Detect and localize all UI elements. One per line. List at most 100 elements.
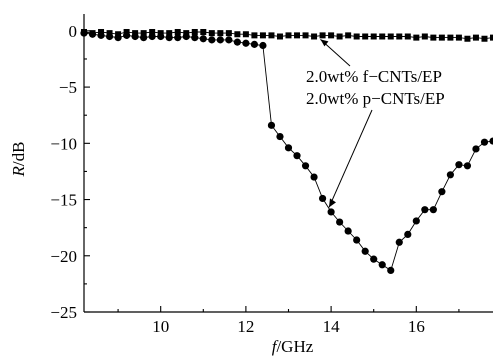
- data-point-circle: [259, 41, 267, 50]
- y-axis-variable: R: [9, 165, 28, 177]
- legend-arrowhead: [328, 198, 336, 208]
- x-tick-label: 12: [237, 317, 254, 336]
- data-point-circle: [105, 32, 114, 41]
- data-point-circle: [421, 206, 429, 214]
- data-point-square: [345, 32, 352, 39]
- data-point-square: [225, 30, 232, 37]
- y-tick-label: −5: [59, 78, 77, 97]
- data-point-square: [379, 33, 386, 40]
- y-tick-label: −15: [50, 191, 77, 210]
- data-point-circle: [378, 261, 386, 269]
- legend-arrowhead: [320, 39, 329, 47]
- data-point-circle: [191, 34, 199, 42]
- data-point-circle: [293, 152, 301, 160]
- x-tick-label: 14: [323, 317, 341, 336]
- data-point-circle: [242, 39, 250, 47]
- data-point-square: [311, 33, 318, 40]
- data-point-circle: [336, 218, 344, 226]
- data-point-square: [421, 33, 428, 40]
- data-point-square: [353, 33, 360, 40]
- axis-titles: f/GHz R/dB: [9, 142, 314, 356]
- data-point-circle: [412, 217, 420, 225]
- data-point-square: [174, 28, 181, 35]
- y-tick-label: −25: [50, 303, 77, 322]
- data-point-circle: [463, 162, 472, 170]
- data-point-circle: [455, 161, 463, 169]
- x-tick-label: 16: [408, 317, 425, 336]
- data-point-circle: [438, 188, 446, 196]
- axes: [83, 14, 493, 313]
- data-point-square: [404, 33, 411, 40]
- data-point-circle: [267, 121, 276, 129]
- data-point-circle: [353, 236, 361, 244]
- x-axis-title: f/GHz: [272, 337, 314, 356]
- data-point-circle: [370, 255, 378, 263]
- data-point-square: [294, 32, 301, 39]
- data-point-square: [472, 34, 479, 41]
- series-layer: [80, 28, 493, 274]
- data-point-square: [149, 28, 156, 35]
- data-point-circle: [327, 208, 335, 216]
- data-point-circle: [225, 36, 233, 44]
- data-point-circle: [344, 227, 352, 235]
- data-point-circle: [80, 29, 88, 37]
- data-point-square: [242, 31, 249, 38]
- data-point-circle: [404, 230, 412, 239]
- data-point-square: [200, 28, 207, 35]
- data-point-circle: [361, 247, 369, 255]
- data-point-square: [336, 33, 343, 40]
- data-point-circle: [318, 194, 327, 203]
- data-point-circle: [140, 34, 148, 42]
- data-point-circle: [276, 132, 284, 141]
- data-point-square: [276, 33, 283, 40]
- data-point-square: [370, 33, 377, 40]
- data-point-square: [455, 34, 462, 41]
- data-point-circle: [429, 206, 437, 214]
- data-point-square: [285, 32, 292, 39]
- data-point-circle: [284, 144, 293, 152]
- data-point-square: [319, 32, 326, 39]
- data-point-square: [328, 32, 335, 39]
- data-point-square: [447, 34, 454, 41]
- data-point-circle: [123, 31, 131, 39]
- data-point-circle: [199, 35, 207, 43]
- data-point-square: [430, 34, 437, 41]
- data-point-square: [413, 34, 420, 41]
- data-point-square: [208, 30, 215, 37]
- data-point-circle: [480, 138, 489, 146]
- data-point-square: [268, 32, 275, 39]
- data-point-square: [396, 33, 403, 40]
- data-point-circle: [310, 173, 318, 181]
- data-point-circle: [182, 32, 190, 41]
- data-point-square: [438, 34, 445, 41]
- data-point-circle: [165, 34, 173, 42]
- data-point-square: [140, 30, 147, 37]
- legend-label-p-cnts: 2.0wt% p−CNTs/EP: [306, 89, 445, 108]
- x-axis-variable: f: [272, 337, 279, 356]
- ticks: 0 −5 −10 −15 −20 −25 10 12 14 16: [50, 22, 460, 336]
- x-tick-label: 10: [152, 317, 169, 336]
- data-point-circle: [395, 238, 403, 246]
- legend: 2.0wt% f−CNTs/EP 2.0wt% p−CNTs/EP: [306, 38, 445, 208]
- data-point-square: [259, 32, 266, 39]
- data-point-square: [302, 32, 309, 39]
- data-point-circle: [131, 32, 139, 41]
- data-point-square: [490, 34, 493, 41]
- data-point-circle: [208, 36, 216, 44]
- data-point-circle: [216, 36, 224, 44]
- data-point-square: [481, 35, 488, 42]
- legend-label-f-cnts: 2.0wt% f−CNTs/EP: [306, 67, 442, 86]
- y-tick-label: −20: [50, 247, 77, 266]
- y-tick-label: −10: [50, 134, 77, 153]
- data-point-square: [387, 33, 394, 40]
- data-point-circle: [148, 32, 156, 41]
- data-point-square: [166, 30, 173, 37]
- data-point-circle: [88, 30, 97, 38]
- data-point-circle: [250, 40, 259, 48]
- data-point-circle: [446, 171, 454, 179]
- data-point-circle: [301, 162, 310, 170]
- data-point-square: [217, 30, 224, 37]
- data-point-circle: [233, 38, 241, 46]
- data-point-square: [464, 35, 471, 42]
